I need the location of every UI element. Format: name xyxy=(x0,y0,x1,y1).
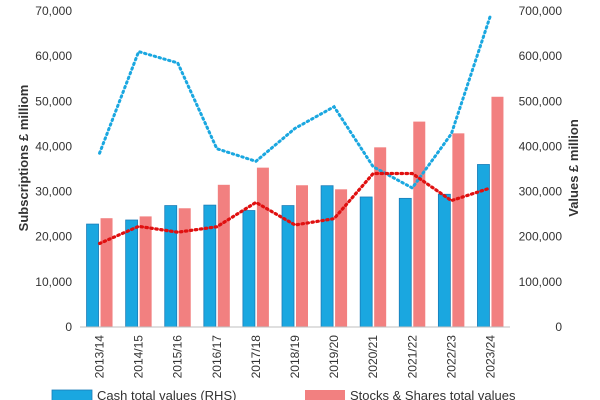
x-tick-label: 2014/15 xyxy=(132,335,146,379)
bar-stocks-shares xyxy=(139,216,152,327)
bar-stocks-shares xyxy=(178,208,191,327)
y-left-tick-label: 30,000 xyxy=(35,185,72,199)
y-left-tick-label: 70,000 xyxy=(35,4,72,18)
bar-cash xyxy=(359,196,373,328)
y-right-tick-label: 200,000 xyxy=(519,230,563,244)
bar-cash xyxy=(203,204,217,328)
bar-stocks-shares xyxy=(217,184,230,327)
y-right-tick-label: 0 xyxy=(555,320,562,334)
y-right-tick-label: 500,000 xyxy=(519,94,563,108)
bar-cash xyxy=(242,210,256,328)
bar-cash xyxy=(86,223,99,328)
y-axis-left-title: Subscriptions £ milliom xyxy=(16,85,31,232)
y-left-tick-label: 60,000 xyxy=(35,49,72,63)
y-right-tick-label: 600,000 xyxy=(519,49,563,63)
bar-stocks-shares xyxy=(491,96,504,328)
bar-stocks-shares xyxy=(100,218,113,327)
x-tick-label: 2018/19 xyxy=(288,335,302,379)
x-tick-label: 2019/20 xyxy=(327,335,341,379)
y-left-tick-label: 40,000 xyxy=(35,139,72,153)
x-tick-label: 2023/24 xyxy=(483,335,497,379)
legend-label: Stocks & Shares total values xyxy=(350,388,516,400)
legend-swatch xyxy=(305,390,345,400)
bar-stocks-shares xyxy=(335,189,348,327)
bar-cash xyxy=(398,197,412,328)
bar-cash xyxy=(125,219,139,328)
bar-stocks-shares xyxy=(374,147,387,327)
y-left-tick-label: 20,000 xyxy=(35,230,72,244)
bar-stocks-shares xyxy=(296,185,308,327)
bar-stocks-shares xyxy=(413,121,426,327)
x-tick-label: 2013/14 xyxy=(93,335,107,379)
bar-stocks-shares xyxy=(256,167,269,327)
y-axis-right-title: Values £ million xyxy=(566,119,581,217)
bar-stocks-shares xyxy=(452,133,465,327)
y-right-tick-label: 400,000 xyxy=(519,139,563,153)
y-right-tick-label: 700,000 xyxy=(519,4,563,18)
x-tick-label: 2021/22 xyxy=(405,335,419,379)
legend-swatch xyxy=(51,389,93,400)
x-tick-label: 2015/16 xyxy=(171,335,185,379)
bar-cash xyxy=(164,205,178,328)
y-right-tick-label: 300,000 xyxy=(519,185,563,199)
line-stocks-shares-subscriptions xyxy=(97,171,493,246)
legend-label: Cash total values (RHS) xyxy=(97,388,236,400)
x-tick-label: 2022/23 xyxy=(444,335,458,379)
y-left-tick-label: 0 xyxy=(65,320,72,334)
x-tick-label: 2020/21 xyxy=(366,335,380,379)
x-tick-label: 2016/17 xyxy=(210,335,224,379)
plot-area: 0 10,000 20,000 30,000 40,000 50,000 60,000 70,… xyxy=(35,4,562,378)
bar-cash xyxy=(320,185,334,328)
legend: Cash total values (RHS) Stocks & Shares t… xyxy=(51,388,516,400)
x-tick-label: 2017/18 xyxy=(249,335,263,379)
y-left-tick-label: 50,000 xyxy=(35,94,72,108)
line-cash-subscriptions xyxy=(98,14,492,190)
y-left-tick-label: 10,000 xyxy=(35,275,72,289)
y-right-tick-label: 100,000 xyxy=(519,275,563,289)
bar-cash xyxy=(437,193,451,328)
